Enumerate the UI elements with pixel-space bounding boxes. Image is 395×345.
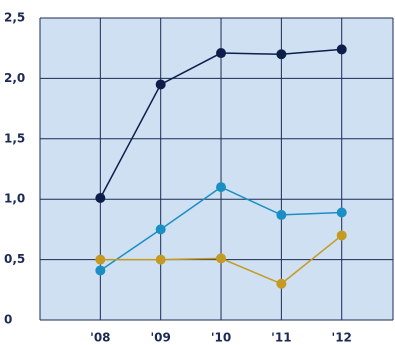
y-tick-label: 2,0 [4,71,25,85]
data-point [216,48,227,59]
y-tick-label: 0,5 [4,252,25,266]
plot-area [40,18,393,320]
data-point [155,254,166,265]
data-point [276,209,287,220]
data-point [155,224,166,235]
data-point [336,207,347,218]
data-point [336,230,347,241]
data-point [216,253,227,264]
data-point [276,278,287,289]
x-tick-label: '08 [90,331,110,345]
data-point [155,79,166,90]
x-tick-label: '09 [150,331,170,345]
data-point [95,254,106,265]
x-tick-label: '10 [211,331,231,345]
x-tick-label: '12 [332,331,352,345]
data-point [276,49,287,60]
data-point [95,265,106,276]
data-point [216,182,227,193]
data-point [336,44,347,55]
y-tick-label: 1,0 [4,192,25,206]
x-tick-label: '11 [271,331,291,345]
y-tick-label: 1,5 [4,131,25,145]
y-tick-label: 2,5 [4,11,25,25]
y-tick-label: 0 [4,313,12,327]
data-point [95,192,106,203]
